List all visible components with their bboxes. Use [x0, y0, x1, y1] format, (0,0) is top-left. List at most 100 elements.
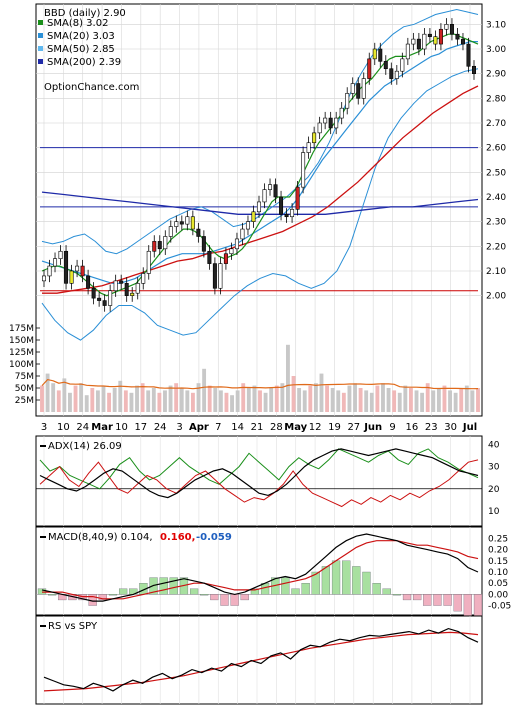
volume-bar — [330, 388, 335, 412]
candle-body — [449, 24, 454, 35]
volume-bar — [157, 392, 162, 412]
date-tick-label: 14 — [231, 422, 244, 433]
volume-bar — [336, 390, 341, 412]
candle-body — [367, 58, 372, 79]
moving-averages — [41, 8, 479, 341]
macd-histogram-bar — [48, 594, 57, 596]
macd-histogram-bar — [362, 571, 371, 595]
volume-bar — [68, 392, 72, 412]
macd-histogram-bar — [281, 577, 290, 595]
date-tick-label: 3 — [41, 422, 47, 433]
minus-di-line — [39, 459, 479, 508]
macd-line — [41, 533, 479, 602]
volume-tick-label: 125M — [9, 348, 34, 358]
candle-body — [427, 33, 432, 37]
candle-body — [460, 38, 465, 45]
volume-bar — [163, 390, 167, 412]
volume-bar — [325, 385, 330, 412]
adx-tick-label: 10 — [488, 507, 500, 517]
macd-histogram-bar — [423, 594, 432, 606]
volume-tick-label: 25M — [15, 396, 34, 406]
date-tick-label: Mar — [91, 422, 113, 433]
candle-body — [284, 213, 289, 218]
bollinger-upper-line — [41, 8, 479, 255]
rs-lines — [43, 627, 479, 692]
sma200-line — [41, 191, 479, 215]
volume-bar — [207, 385, 212, 412]
ticker-label: BBD (daily) 2.90 — [44, 8, 126, 19]
macd-histogram-bar — [240, 594, 249, 601]
volume-bar — [258, 390, 262, 412]
volume-tick-label: 100M — [9, 360, 34, 370]
candle-body — [416, 38, 421, 50]
date-tick-label: 30 — [444, 422, 457, 433]
volume-tick-label: 150M — [9, 336, 34, 346]
candle-body — [383, 61, 388, 70]
volume-bar — [62, 378, 67, 412]
macd-histogram-bar — [230, 594, 239, 606]
candle-body — [229, 248, 234, 255]
volume-bar — [308, 385, 313, 412]
volume-bar — [381, 383, 385, 412]
candle-body — [422, 33, 427, 50]
legend-label: SMA(200) 2.39 — [47, 57, 121, 68]
volume-bars — [40, 344, 480, 412]
rs-line — [43, 627, 479, 692]
candle-body — [234, 238, 239, 250]
candle-body — [80, 265, 85, 277]
macd-histogram-bar — [210, 594, 219, 601]
volume-bar — [224, 392, 229, 412]
candle-body — [312, 132, 317, 144]
candle-body — [75, 265, 80, 272]
volume-bar — [84, 395, 89, 412]
volume-bar — [291, 376, 296, 412]
macd-histogram-bar — [291, 588, 300, 595]
date-tick-label: 24 — [76, 422, 89, 433]
volume-bar — [274, 385, 279, 412]
volume-bar — [168, 385, 173, 412]
date-tick-label: 10 — [115, 422, 128, 433]
candle-body — [64, 250, 69, 284]
volume-bar — [369, 392, 374, 412]
macd-histogram-bar — [200, 594, 209, 596]
volume-bar — [73, 385, 78, 412]
candle-body — [47, 265, 52, 277]
candle-body — [196, 228, 201, 237]
candle-body — [394, 70, 399, 79]
volume-bar — [448, 390, 452, 412]
volume-bar — [453, 392, 458, 412]
legend-swatch — [38, 33, 43, 38]
candle-body — [174, 221, 179, 227]
volume-bar — [129, 392, 134, 412]
candle-body — [41, 275, 46, 282]
macd-histogram-bar — [159, 577, 168, 595]
adx-tick-label: 20 — [488, 485, 500, 495]
volume-bar — [408, 388, 413, 412]
price-tick-label: 2.90 — [486, 70, 506, 80]
volume-bar — [40, 385, 44, 412]
date-tick-label: Jun — [363, 422, 382, 433]
candle-body — [108, 290, 113, 306]
candle-body — [212, 263, 217, 289]
macd-histogram-bar — [311, 571, 320, 595]
candle-body — [97, 297, 102, 301]
macd-histogram-bar — [372, 583, 381, 595]
macd-signal-value: -0.059 — [196, 532, 232, 543]
candle-body — [356, 83, 361, 99]
volume-bar — [230, 395, 234, 412]
candle-body — [295, 186, 300, 210]
price-tick-label: 2.70 — [486, 119, 506, 129]
candle-body — [179, 221, 184, 225]
date-tick-label: Jul — [462, 422, 477, 433]
volume-bar — [151, 388, 156, 412]
macd-histogram-bar — [189, 588, 199, 595]
candle-body — [444, 24, 449, 30]
candle-body — [190, 216, 195, 230]
macd-histogram-bar — [453, 594, 462, 612]
date-tick-label: 23 — [425, 422, 438, 433]
volume-bar — [218, 390, 223, 412]
adx-grid: 40 30 20 10 — [36, 436, 500, 526]
volume-bar — [202, 368, 207, 412]
macd-label: MACD(8,40,9) 0.104, — [48, 532, 153, 543]
